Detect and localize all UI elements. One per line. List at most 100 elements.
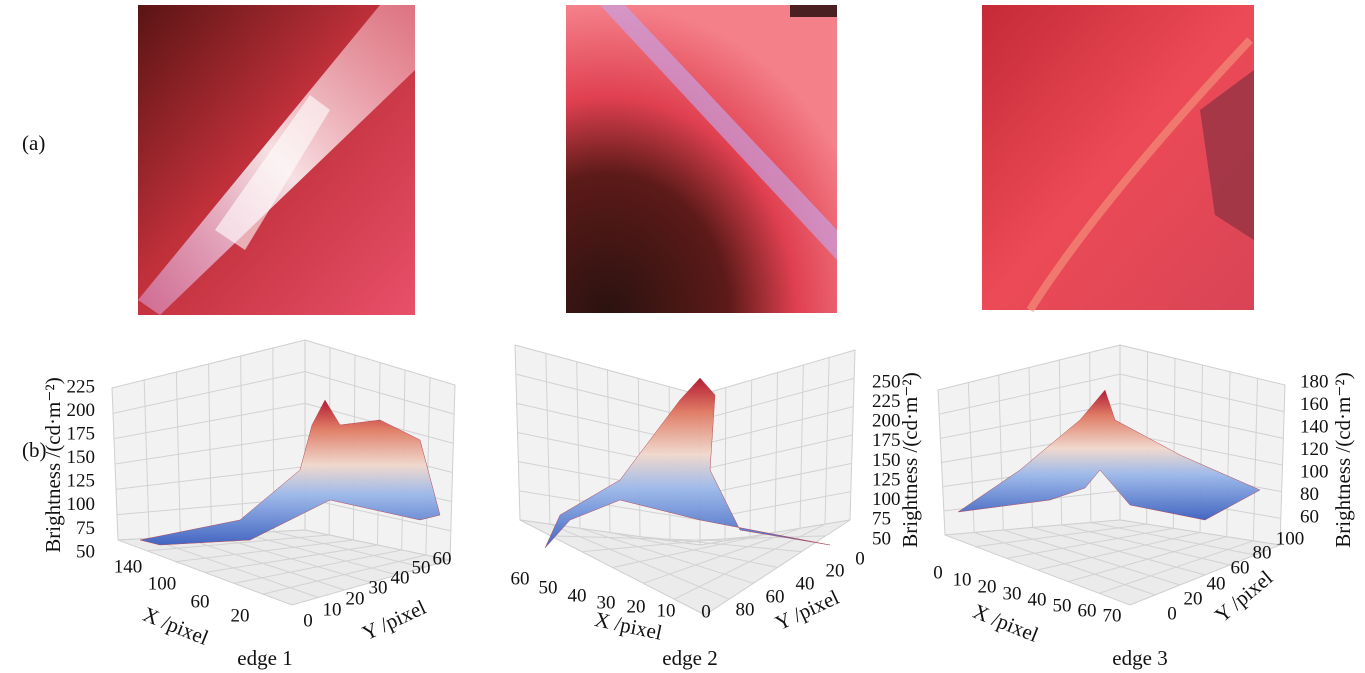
y-tick-label: 40 xyxy=(1207,573,1226,594)
z-tick-label: 100 xyxy=(872,489,901,510)
z-axis-label: Brightness /(cd·m⁻²) xyxy=(1331,372,1355,547)
grid-line xyxy=(612,532,776,568)
grid-line xyxy=(115,466,306,490)
z-tick-label: 150 xyxy=(67,447,96,468)
surface xyxy=(544,377,831,549)
y-tick-label: 60 xyxy=(766,586,785,607)
z-tick-label: 180 xyxy=(1300,371,1329,392)
z-tick-label: 120 xyxy=(1300,439,1329,460)
z-tick-label: 175 xyxy=(67,424,96,445)
panel-caption: edge 1 xyxy=(237,646,292,670)
y-tick-label: 20 xyxy=(346,588,365,609)
grid-line xyxy=(1119,402,1284,439)
grid-line xyxy=(304,497,451,532)
y-tick-label: 10 xyxy=(323,599,342,620)
grid-line xyxy=(581,536,751,553)
x-tick-label: 140 xyxy=(114,556,143,577)
grid-line xyxy=(1099,540,1254,594)
grid-line xyxy=(643,527,801,584)
z-tick-label: 250 xyxy=(872,371,901,392)
y-tick-label: 60 xyxy=(433,548,452,569)
x-tick-label: 10 xyxy=(657,600,676,621)
grid-line xyxy=(204,544,378,573)
z-tick-label: 60 xyxy=(1300,506,1319,527)
grid-line xyxy=(114,434,306,465)
x-tick-label: 30 xyxy=(1003,583,1022,604)
grid-line xyxy=(699,406,854,446)
y-tick-label: 0 xyxy=(1167,603,1177,624)
z-tick-label: 125 xyxy=(872,469,901,490)
x-tick-label: 20 xyxy=(627,596,646,617)
grid-line xyxy=(519,490,701,521)
y-tick-label: 0 xyxy=(303,610,313,631)
x-tick-label: 60 xyxy=(1078,600,1097,621)
z-tick-label: 160 xyxy=(1300,394,1329,415)
y-tick-label: 20 xyxy=(1184,588,1203,609)
x-tick-label: 60 xyxy=(191,591,210,612)
x-axis-label: X /pixel xyxy=(593,607,665,645)
y-tick-label: 40 xyxy=(796,573,815,594)
grid-line xyxy=(673,523,826,600)
z-tick-label: 175 xyxy=(872,430,901,451)
y-tick-label: 30 xyxy=(369,577,388,598)
x-tick-label: 100 xyxy=(148,573,177,594)
y-axis-label: Y /pixel xyxy=(358,595,429,645)
photo-edge-3 xyxy=(982,5,1254,313)
y-tick-label: 60 xyxy=(1231,557,1250,578)
x-tick-label: 60 xyxy=(511,568,530,589)
z-axis-label: Brightness /(cd·m⁻²) xyxy=(898,372,922,547)
grid-line xyxy=(939,373,1121,415)
x-tick-label: 70 xyxy=(1103,605,1122,626)
grid-line xyxy=(1119,373,1285,413)
y-tick-label: 80 xyxy=(736,599,755,620)
grid-line xyxy=(975,523,1147,548)
z-tick-label: 80 xyxy=(1300,484,1319,505)
z-tick-label: 100 xyxy=(67,494,96,515)
y-tick-label: 40 xyxy=(391,567,410,588)
x-tick-label: 0 xyxy=(933,562,943,583)
row-label: (b) xyxy=(22,438,47,462)
grid-line xyxy=(1006,527,1174,559)
panel-caption: edge 3 xyxy=(1112,646,1167,670)
grid-line xyxy=(113,402,306,440)
y-tick-label: 100 xyxy=(1276,528,1305,549)
z-tick-label: 75 xyxy=(872,509,891,530)
grid-line xyxy=(699,434,853,471)
grid-line xyxy=(699,462,852,496)
z-tick-label: 200 xyxy=(67,400,96,421)
z-tick-label: 200 xyxy=(872,411,901,432)
grid-line xyxy=(515,373,701,421)
grid-line xyxy=(699,377,855,421)
x-tick-label: 40 xyxy=(1028,589,1047,610)
grid-line xyxy=(1068,536,1227,583)
x-tick-label: 10 xyxy=(953,569,972,590)
z-tick-label: 225 xyxy=(872,391,901,412)
y-tick-label: 50 xyxy=(412,557,431,578)
grid-line xyxy=(175,539,354,563)
grid-line xyxy=(1037,532,1201,571)
z-tick-label: 75 xyxy=(76,518,95,539)
x-tick-label: 0 xyxy=(701,601,711,622)
surface xyxy=(957,389,1261,521)
panel-caption: edge 2 xyxy=(662,646,717,670)
y-tick-label: 0 xyxy=(855,548,865,569)
row-label: (a) xyxy=(22,131,45,155)
grid-line xyxy=(550,535,726,542)
y-tick-label: 20 xyxy=(826,560,845,581)
grid-line xyxy=(262,554,426,595)
y-tick-label: 80 xyxy=(1253,542,1272,563)
x-tick-label: 40 xyxy=(568,585,587,606)
z-tick-label: 225 xyxy=(67,376,96,397)
z-tick-label: 100 xyxy=(1300,461,1329,482)
grid-line xyxy=(146,534,330,552)
grid-line xyxy=(112,371,306,414)
photo-edge-1 xyxy=(138,5,415,315)
z-axis-label: Brightness /(cd·m⁻²) xyxy=(41,377,65,552)
z-tick-label: 125 xyxy=(67,471,96,492)
z-tick-label: 150 xyxy=(872,450,901,471)
z-tick-label: 50 xyxy=(76,541,95,562)
x-tick-label: 30 xyxy=(597,592,616,613)
surface xyxy=(139,399,441,546)
